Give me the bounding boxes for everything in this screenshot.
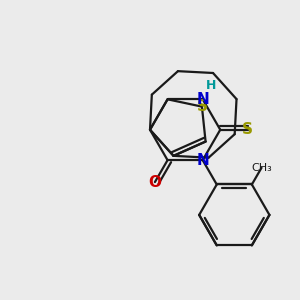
Text: N: N: [196, 92, 209, 107]
Text: H: H: [206, 79, 216, 92]
Text: O: O: [148, 175, 161, 190]
Text: S: S: [196, 99, 207, 114]
Text: N: N: [196, 153, 209, 168]
Text: S: S: [242, 122, 253, 137]
Text: CH₃: CH₃: [251, 163, 272, 173]
